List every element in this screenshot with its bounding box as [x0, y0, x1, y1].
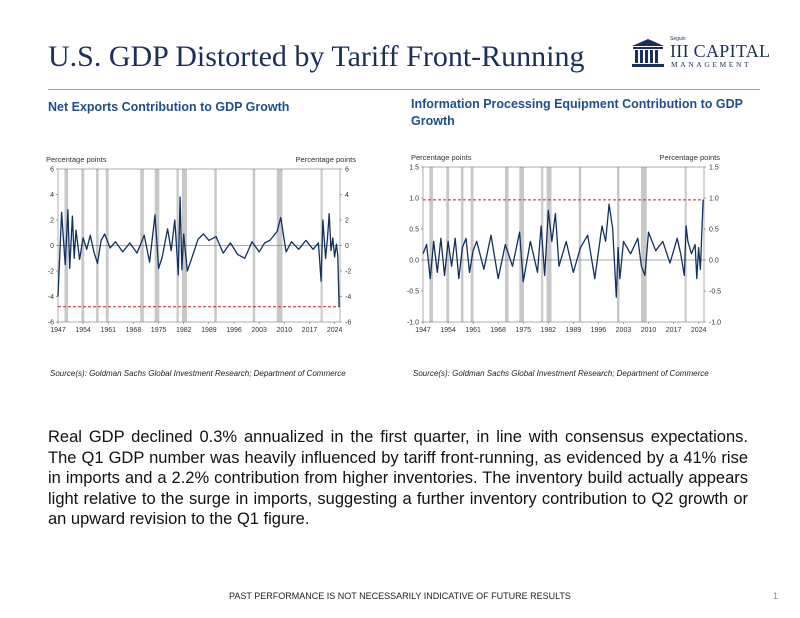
- y-tick-label-right: -6: [345, 320, 351, 327]
- x-tick-label: 1954: [75, 327, 91, 334]
- y-tick-label-right: 0.0: [709, 258, 719, 265]
- x-tick-label: 2010: [641, 327, 657, 334]
- page-title: U.S. GDP Distorted by Tariff Front-Runni…: [48, 40, 585, 73]
- y-tick-label-right: 4: [345, 192, 349, 199]
- y-axis-label-right: Percentage points: [660, 153, 721, 162]
- x-tick-label: 1961: [465, 327, 481, 334]
- x-tick-label: 2017: [666, 327, 682, 334]
- y-tick-label-right: -4: [345, 294, 351, 301]
- series-line: [422, 199, 704, 298]
- x-tick-label: 1947: [50, 327, 66, 334]
- y-tick-label-left: 2: [50, 218, 54, 225]
- chart1-source: Source(s): Goldman Sachs Global Investme…: [50, 369, 346, 378]
- x-tick-label: 1975: [151, 327, 167, 334]
- x-tick-label: 1975: [515, 327, 531, 334]
- y-tick-label-left: 4: [50, 192, 54, 199]
- chart1-title: Net Exports Contribution to GDP Growth: [48, 100, 290, 114]
- chart2-source: Source(s): Goldman Sachs Global Investme…: [413, 369, 709, 378]
- info-equipment-chart: 1.5 1.5 1.0 1.0 0.5 0.5 0.0 0.0 -0.5 -0.5 -1.0 -1.0…: [407, 153, 721, 334]
- recession-band: [640, 167, 647, 322]
- y-tick-label-right: -0.5: [709, 289, 721, 296]
- y-tick-label-right: -1.0: [709, 320, 721, 327]
- x-tick-label: 2003: [251, 327, 267, 334]
- y-tick-label-left: -1.0: [407, 320, 419, 327]
- series-line: [57, 196, 340, 307]
- y-tick-label-right: 1.5: [709, 165, 719, 172]
- recession-band: [546, 167, 552, 322]
- company-logo: Seguin III CAPITAL MANAGEMENT: [630, 36, 770, 70]
- building-columns-icon: [632, 39, 664, 67]
- y-tick-label-right: -2: [345, 269, 351, 276]
- disclaimer-footer: PAST PERFORMANCE IS NOT NECESSARILY INDI…: [229, 591, 571, 601]
- x-tick-label: 1989: [201, 327, 217, 334]
- recession-band: [519, 167, 524, 322]
- x-tick-label: 1954: [440, 327, 456, 334]
- y-tick-label-left: 6: [50, 167, 54, 174]
- recession-band: [460, 167, 464, 322]
- x-tick-label: 1968: [126, 327, 142, 334]
- y-tick-label-left: -0.5: [407, 289, 419, 296]
- recession-band: [617, 167, 620, 322]
- y-tick-label-left: 0: [50, 243, 54, 250]
- title-divider: [48, 89, 760, 90]
- y-tick-label-right: 6: [345, 167, 349, 174]
- y-tick-label-left: 0.5: [409, 227, 419, 234]
- logo-small-text: Seguin: [670, 36, 686, 42]
- y-tick-label-right: 2: [345, 218, 349, 225]
- page-number: 1: [772, 591, 778, 601]
- y-tick-label-left: 1.5: [409, 165, 419, 172]
- x-tick-label: 1996: [591, 327, 607, 334]
- logo-subtitle: MANAGEMENT: [671, 60, 752, 69]
- recession-band: [578, 167, 582, 322]
- chart2-title: Information Processing Equipment Contrib…: [411, 97, 743, 128]
- recession-band: [504, 167, 509, 322]
- y-tick-label-right: 0.5: [709, 227, 719, 234]
- x-tick-label: 1996: [226, 327, 242, 334]
- x-tick-label: 2024: [691, 327, 707, 334]
- y-tick-label-left: -6: [48, 320, 54, 327]
- y-tick-label-left: 0.0: [409, 258, 419, 265]
- body-paragraph: Real GDP declined 0.3% annualized in the…: [48, 428, 748, 528]
- x-tick-label: 2024: [327, 327, 343, 334]
- recession-band: [429, 167, 434, 322]
- y-tick-label-left: 1.0: [409, 196, 419, 203]
- x-tick-label: 1968: [490, 327, 506, 334]
- y-tick-label-right: 1.0: [709, 196, 719, 203]
- x-tick-label: 1982: [176, 327, 192, 334]
- recession-band: [470, 167, 474, 322]
- y-tick-label-right: 0: [345, 243, 349, 250]
- x-tick-label: 1961: [101, 327, 117, 334]
- x-tick-label: 2003: [616, 327, 632, 334]
- x-tick-label: 1982: [540, 327, 556, 334]
- x-tick-label: 1947: [415, 327, 431, 334]
- x-tick-label: 2010: [277, 327, 293, 334]
- plot-frame: [422, 166, 705, 323]
- y-axis-label-left: Percentage points: [411, 153, 472, 162]
- y-axis-label-left: Percentage points: [46, 155, 107, 164]
- y-axis-label-right: Percentage points: [296, 155, 357, 164]
- y-tick-label-left: -4: [48, 294, 54, 301]
- x-tick-label: 1989: [566, 327, 582, 334]
- y-tick-label-left: -2: [48, 269, 54, 276]
- x-tick-label: 2017: [302, 327, 318, 334]
- logo-name: III CAPITAL: [670, 41, 771, 61]
